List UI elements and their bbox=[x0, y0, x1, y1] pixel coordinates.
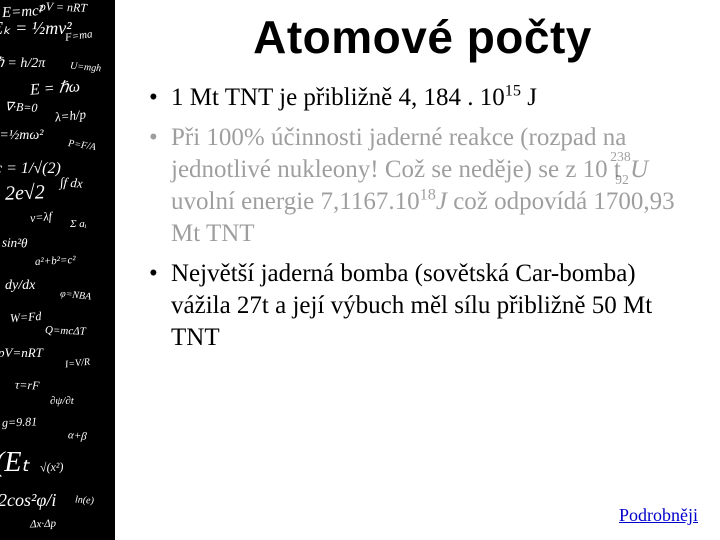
formula-decoration: P=F/A bbox=[67, 138, 96, 153]
formula-decoration: K=½mω² bbox=[0, 128, 43, 144]
formula-decoration: ln(e) bbox=[75, 494, 95, 506]
formula-decoration: Δx·Δp bbox=[30, 518, 56, 531]
formula-decoration: F=ma bbox=[64, 28, 93, 44]
bullet-2-t1: Při 100% účinnosti jaderné reakce (rozpa… bbox=[171, 124, 627, 183]
formula-decoration: I=V/R bbox=[64, 357, 90, 371]
bullet-1-unit: J bbox=[521, 84, 537, 111]
bullet-2-unit: J bbox=[436, 188, 447, 215]
details-link[interactable]: Podrobněji bbox=[619, 505, 698, 526]
bullet-3-text: Největší jaderná bomba (sovětská Car-bom… bbox=[171, 260, 652, 351]
formula-decoration: sin²θ bbox=[2, 235, 28, 252]
formula-decoration: 2cos²φ/i bbox=[0, 490, 56, 511]
formula-decoration: v=λf bbox=[29, 209, 52, 226]
bullet-1: 1 Mt TNT je přibližně 4, 184 . 1015 J bbox=[145, 82, 700, 114]
nuclide: 23892U bbox=[630, 154, 648, 186]
formula-decoration: a²+b²=c² bbox=[35, 254, 76, 268]
bullet-1-exp: 15 bbox=[505, 82, 521, 100]
formula-decoration: pV=nRT bbox=[0, 345, 43, 361]
formula-decoration: ℏ = h/2π bbox=[0, 55, 45, 72]
nuclide-symbol: U bbox=[630, 156, 648, 183]
formula-decoration: √(x²) bbox=[40, 459, 64, 475]
formula-decoration: E = ℏω bbox=[29, 76, 80, 99]
formula-decoration: λ=h/p bbox=[54, 106, 87, 125]
slide-content: Atomové počty 1 Mt TNT je přibližně 4, 1… bbox=[115, 0, 720, 540]
bullet-2-t2: uvolní energie 7,1167.10 bbox=[171, 188, 420, 215]
bullet-list: 1 Mt TNT je přibližně 4, 184 . 1015 J Př… bbox=[145, 82, 700, 354]
formula-decoration: g=9.81 bbox=[2, 414, 38, 430]
formula-decoration: 2e√2 bbox=[5, 181, 46, 205]
formula-decoration: W=Fd bbox=[10, 309, 42, 326]
bullet-1-text: 1 Mt TNT je přibližně 4, 184 . 10 bbox=[171, 84, 505, 111]
formula-decoration: τ=rF bbox=[15, 377, 40, 393]
bullet-2: Při 100% účinnosti jaderné reakce (rozpa… bbox=[145, 122, 700, 250]
formula-decoration: (Eₜ bbox=[0, 445, 30, 479]
sidebar-formulas: E=mc²Eₖ = ½mv²ρV = nRTF=maℏ = h/2πE = ℏω… bbox=[0, 0, 115, 540]
formula-decoration: ∂ψ/∂t bbox=[50, 395, 74, 407]
bullet-2-exp: 18 bbox=[420, 186, 436, 204]
page-title: Atomové počty bbox=[145, 10, 700, 64]
formula-decoration: Σ aᵢ bbox=[70, 218, 87, 230]
formula-decoration: Eₖ = ½mv² bbox=[0, 18, 72, 39]
formula-decoration: ∇·B=0 bbox=[5, 99, 38, 116]
formula-decoration: c = 1/√(2) bbox=[0, 160, 61, 178]
bullet-3: Největší jaderná bomba (sovětská Car-bom… bbox=[145, 258, 700, 354]
formula-decoration: Q=mcΔT bbox=[45, 324, 86, 337]
formula-decoration: φ=NBA bbox=[60, 288, 92, 302]
nuclide-mass: 238 bbox=[610, 148, 631, 166]
formula-decoration: ∫f dx bbox=[59, 174, 83, 192]
formula-decoration: α+β bbox=[68, 429, 88, 443]
nuclide-atomic: 92 bbox=[615, 171, 629, 189]
formula-decoration: ρV = nRT bbox=[40, 0, 87, 16]
formula-decoration: U=mgh bbox=[70, 61, 102, 75]
formula-decoration: dy/dx bbox=[5, 278, 35, 294]
